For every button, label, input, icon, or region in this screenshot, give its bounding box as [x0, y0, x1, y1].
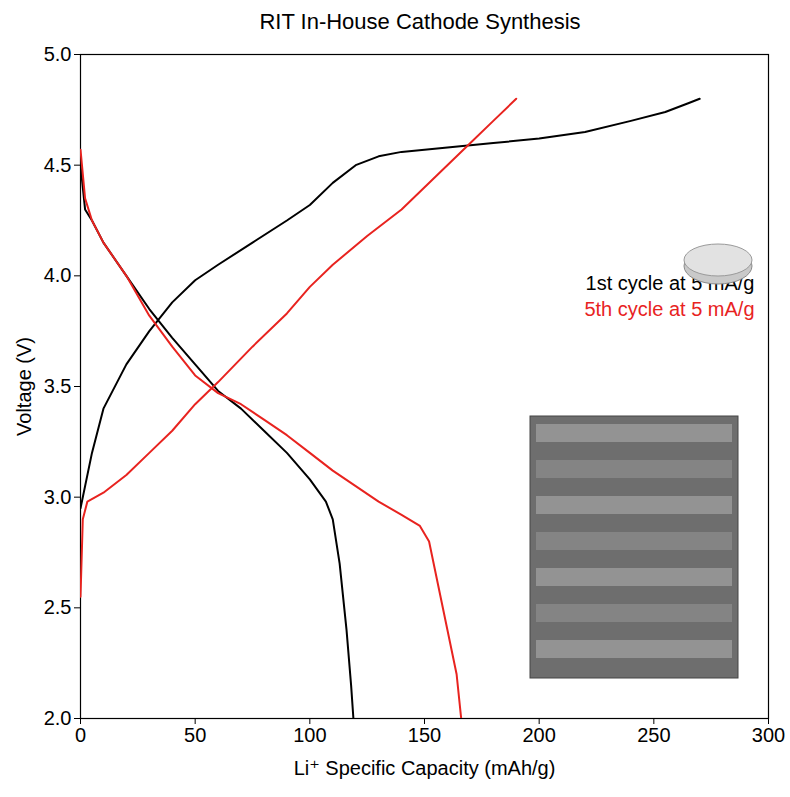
svg-text:Li⁺ Specific Capacity (mAh/g): Li⁺ Specific Capacity (mAh/g) — [294, 757, 556, 779]
svg-text:150: 150 — [408, 724, 441, 746]
svg-text:2.5: 2.5 — [44, 596, 72, 618]
svg-text:5th cycle at 5 mA/g: 5th cycle at 5 mA/g — [584, 298, 754, 320]
svg-text:Voltage (V): Voltage (V) — [13, 337, 35, 436]
svg-text:0: 0 — [75, 724, 86, 746]
svg-text:300: 300 — [752, 724, 785, 746]
svg-text:3.0: 3.0 — [44, 486, 72, 508]
svg-text:100: 100 — [293, 724, 326, 746]
svg-text:2.0: 2.0 — [44, 707, 72, 729]
svg-text:50: 50 — [184, 724, 206, 746]
svg-text:4.5: 4.5 — [44, 154, 72, 176]
svg-text:5.0: 5.0 — [44, 44, 72, 65]
svg-text:4.0: 4.0 — [44, 264, 72, 286]
svg-text:3.5: 3.5 — [44, 375, 72, 397]
svg-text:1st cycle at 5 mA/g: 1st cycle at 5 mA/g — [585, 271, 755, 294]
html-text:RIT In-House Cathode Synthesis: RIT In-House Cathode Synthesis — [259, 9, 581, 34]
svg-text:200: 200 — [522, 724, 555, 746]
svg-text:250: 250 — [637, 724, 670, 746]
